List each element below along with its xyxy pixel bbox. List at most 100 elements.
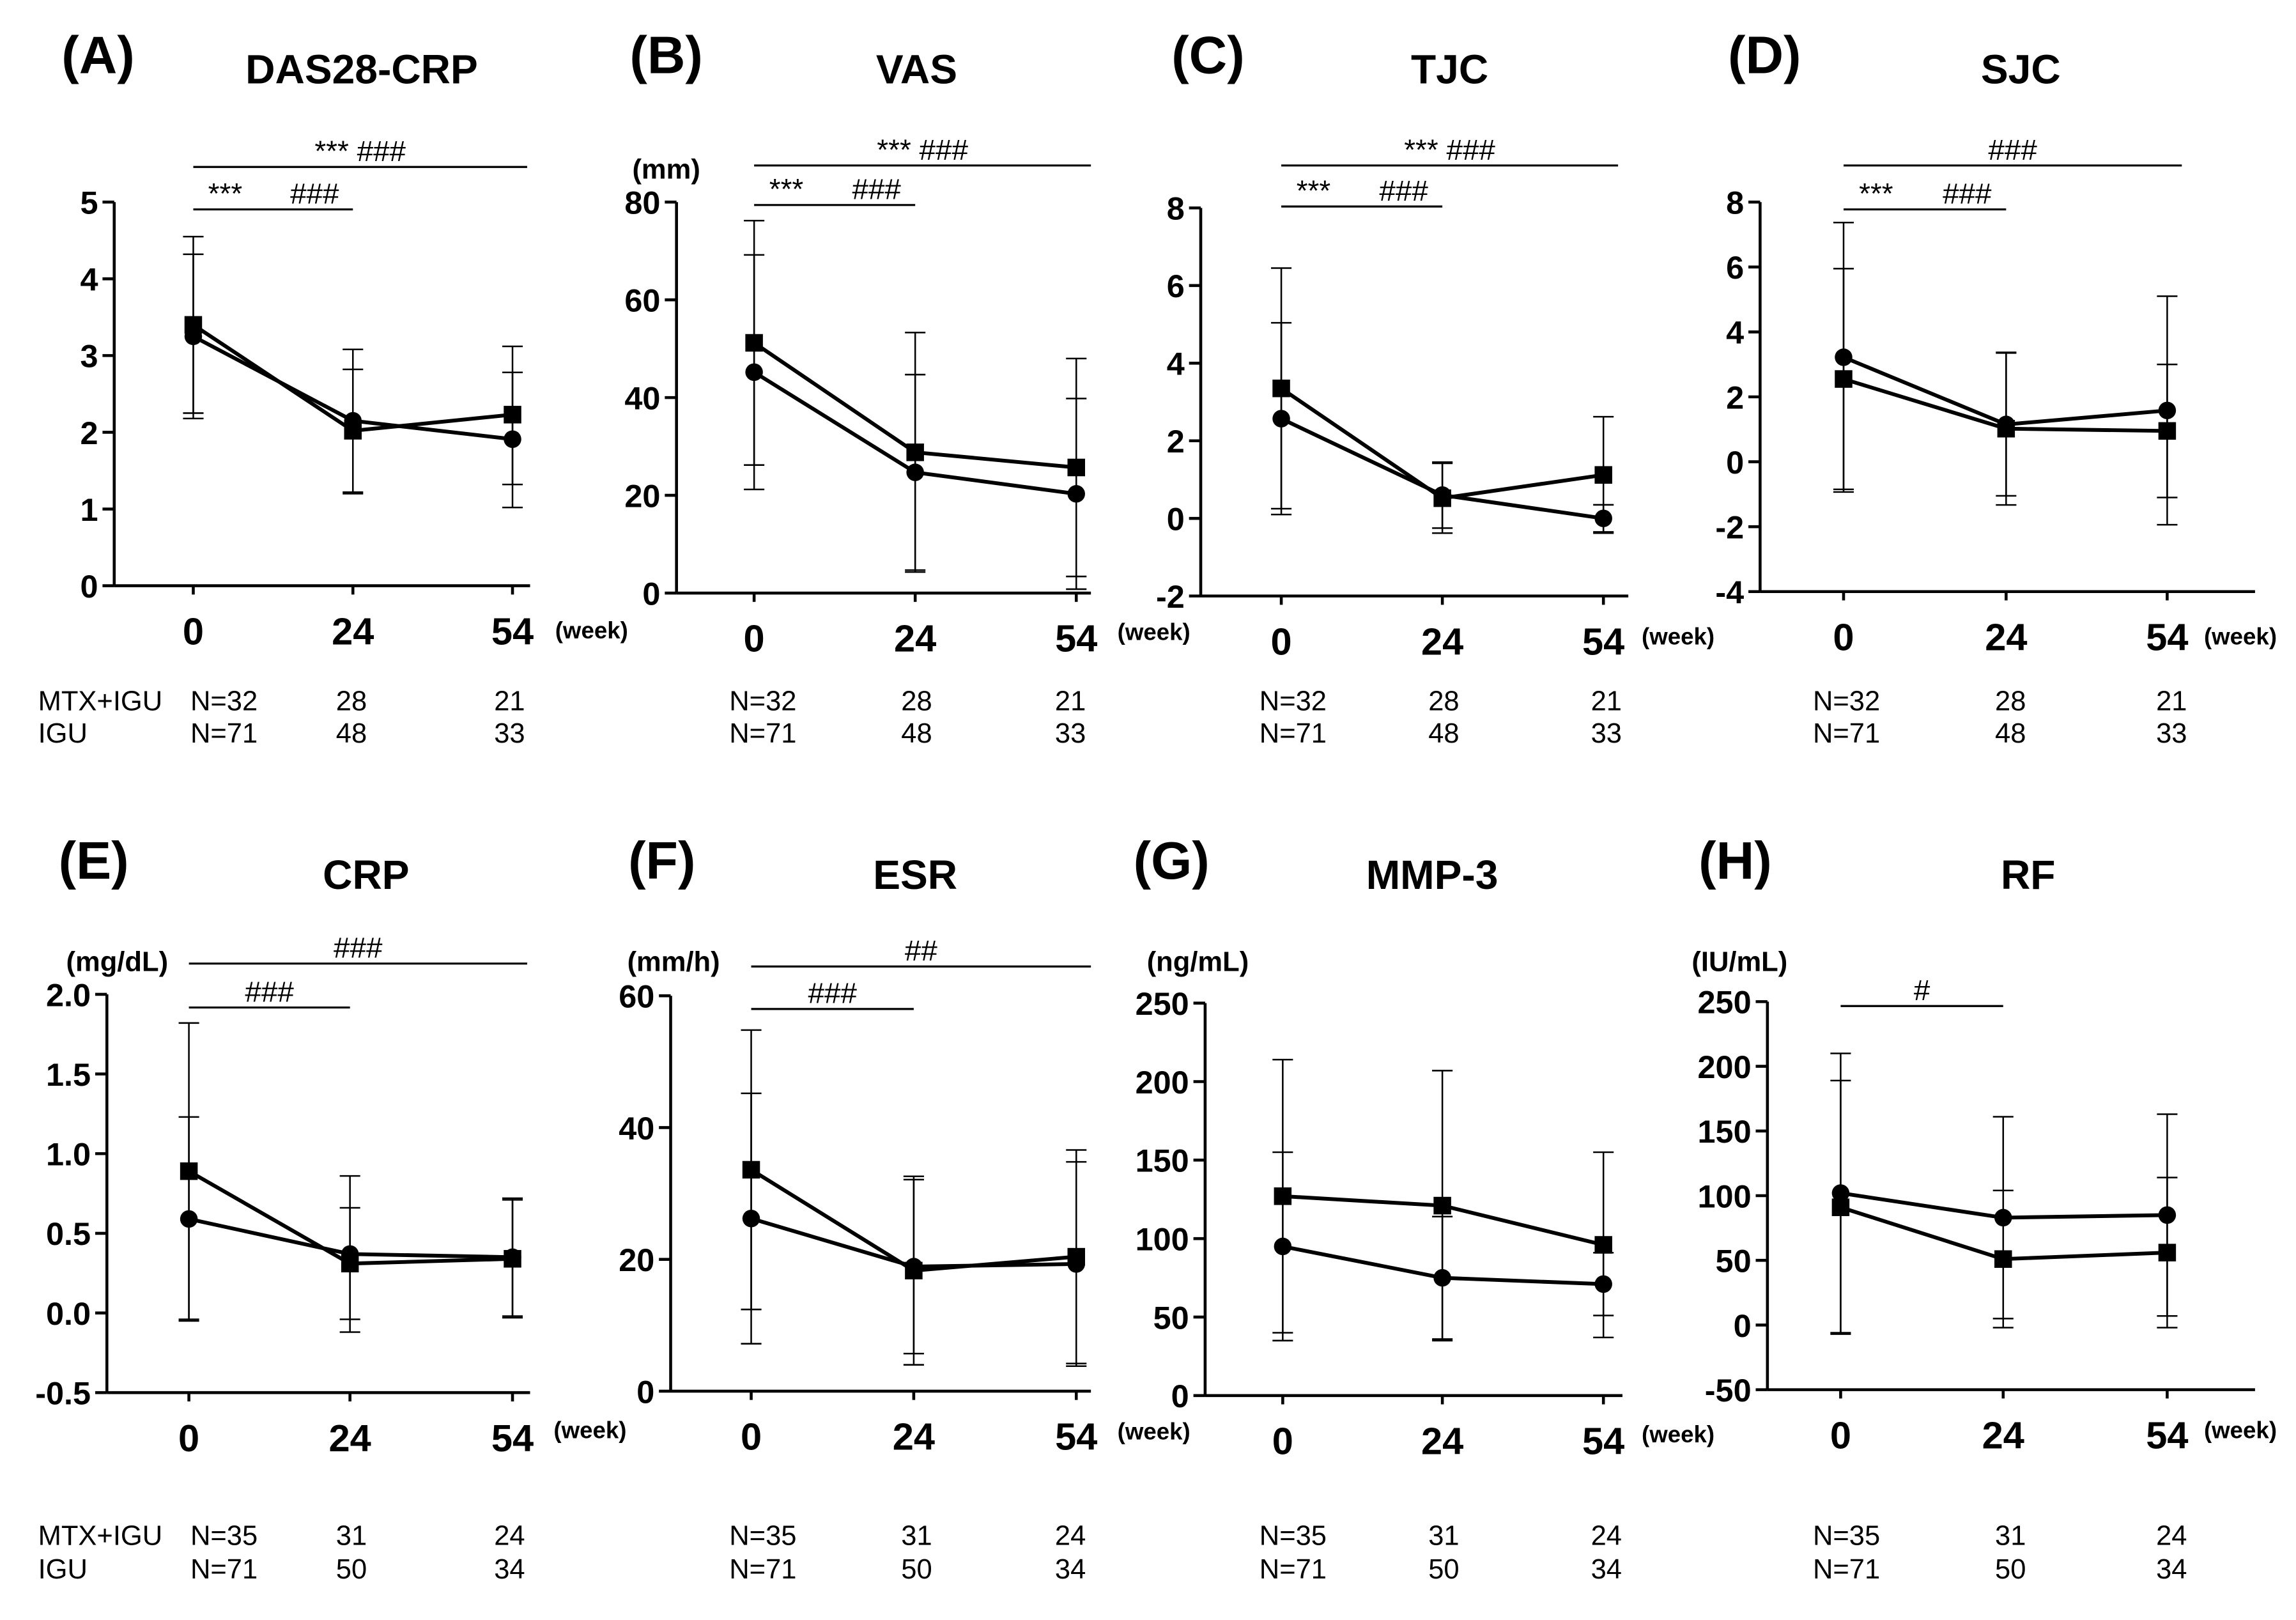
n-table-value: 33	[2156, 718, 2187, 749]
x-tick-label: 24	[894, 617, 936, 660]
data-point-square	[1274, 1187, 1292, 1205]
y-tick-label: 4	[1167, 346, 1185, 382]
y-tick-label: 0	[636, 1373, 654, 1410]
significance-label: ***	[1859, 178, 1893, 210]
panel-label: (C)	[1171, 26, 1245, 85]
data-point-circle	[504, 430, 521, 449]
data-point-square	[745, 334, 763, 352]
x-tick-label: 54	[2146, 615, 2188, 658]
n-table-value: 21	[494, 686, 525, 716]
n-table-group-label: MTX+IGU	[38, 1521, 163, 1552]
y-tick-label: 20	[619, 1242, 654, 1278]
y-tick-label: 50	[1153, 1299, 1189, 1336]
y-tick-label: 100	[1698, 1178, 1752, 1214]
n-table-value: 48	[336, 718, 367, 749]
panel-label: (A)	[61, 26, 135, 85]
n-table-value: N=35	[190, 1521, 258, 1552]
n-table-value: N=71	[729, 1554, 796, 1585]
y-tick-label: 40	[624, 380, 660, 416]
y-tick-label: 250	[1136, 985, 1189, 1022]
y-tick-label: 1	[80, 491, 98, 528]
x-unit-label: (week)	[553, 1417, 626, 1443]
significance-label: ***	[769, 173, 804, 206]
y-tick-label: 0	[80, 568, 98, 605]
n-table-value: 28	[1995, 686, 2026, 716]
data-point-square	[906, 444, 924, 461]
data-point-circle	[2158, 401, 2177, 420]
y-unit-label: (ng/mL)	[1147, 946, 1249, 977]
y-tick-label: 8	[1167, 190, 1185, 227]
y-tick-label: 3	[80, 338, 98, 374]
chart-title: SJC	[1981, 47, 2061, 93]
n-table-value: 50	[1995, 1554, 2026, 1585]
y-tick-label: 60	[619, 978, 654, 1015]
x-tick-label: 24	[1985, 615, 2027, 658]
data-point-circle	[344, 412, 362, 430]
y-tick-label: 40	[619, 1110, 654, 1146]
panel-label: (E)	[59, 831, 129, 890]
n-table-value: 31	[336, 1521, 367, 1552]
n-table-group-label: MTX+IGU	[38, 686, 163, 716]
data-point-circle	[1831, 1184, 1850, 1202]
n-table-value: 33	[1591, 718, 1622, 749]
data-point-circle	[1594, 509, 1612, 527]
y-tick-label: 2	[80, 415, 98, 451]
y-tick-label: 0	[1734, 1308, 1752, 1344]
n-table-value: 21	[2156, 686, 2187, 716]
chart-title: DAS28-CRP	[245, 47, 478, 93]
n-table-value: N=35	[729, 1521, 796, 1552]
data-point-circle	[184, 327, 203, 346]
data-point-circle	[1594, 1275, 1612, 1293]
data-point-circle	[180, 1210, 198, 1228]
significance-label: ###	[1379, 174, 1428, 207]
panel-a: (A) DAS28-CRP 0 1 2 3 4 5 0 24 54 (week) *** ### *** #…	[38, 26, 628, 749]
x-tick-label: 0	[741, 1416, 762, 1458]
y-tick-label: 0	[1167, 501, 1185, 537]
n-table-value: 50	[901, 1554, 932, 1585]
y-tick-label: 5	[80, 185, 98, 221]
significance-label: *** ###	[1404, 134, 1495, 166]
significance-label: ***	[1297, 174, 1331, 207]
panel-g: (G) MMP-3 (ng/mL) 0 50 100 150 200 250 0 24 54 (week…	[1134, 831, 1714, 1585]
significance-label: ###	[852, 173, 901, 206]
x-tick-label: 0	[1272, 1419, 1293, 1462]
data-point-circle	[1067, 485, 1086, 503]
data-point-square	[1272, 380, 1290, 397]
n-table-value: N=35	[1813, 1521, 1880, 1552]
data-point-square	[742, 1161, 760, 1179]
y-tick-label: 100	[1136, 1221, 1189, 1257]
significance-label: ###	[808, 977, 857, 1010]
data-point-square	[1067, 458, 1086, 477]
data-point-circle	[906, 463, 924, 481]
data-point-square	[1594, 1236, 1612, 1254]
x-tick-label: 0	[1270, 620, 1291, 663]
n-table-value: 24	[2156, 1521, 2187, 1552]
n-table-value: N=35	[1260, 1521, 1327, 1552]
x-unit-label: (week)	[1118, 619, 1190, 645]
data-point-circle	[1433, 1269, 1451, 1287]
y-tick-label: 6	[1726, 249, 1744, 286]
y-unit-label: (mg/dL)	[66, 946, 169, 977]
y-tick-label: 150	[1698, 1113, 1752, 1150]
n-table-value: 24	[494, 1521, 525, 1552]
data-point-circle	[1067, 1255, 1086, 1273]
data-point-circle	[1835, 348, 1853, 366]
y-tick-label: 0.0	[46, 1295, 91, 1332]
data-point-square	[1433, 1196, 1451, 1215]
n-table-value: 50	[1428, 1554, 1459, 1585]
y-tick-label: 150	[1136, 1143, 1189, 1179]
data-point-circle	[745, 363, 763, 382]
y-tick-label: 6	[1167, 268, 1185, 304]
y-unit-label: (IU/mL)	[1691, 946, 1787, 977]
y-tick-label: 1.0	[46, 1136, 91, 1173]
panel-h: (H) RF (IU/mL) -50 0 50 100 150 200 250 0 24 54 (week…	[1691, 831, 2277, 1585]
n-table-value: N=71	[190, 1554, 258, 1585]
n-table-value: 28	[901, 686, 932, 716]
data-point-circle	[1997, 415, 2015, 433]
x-tick-label: 24	[893, 1416, 935, 1458]
data-point-square	[1594, 466, 1612, 484]
data-point-circle	[504, 1248, 521, 1267]
